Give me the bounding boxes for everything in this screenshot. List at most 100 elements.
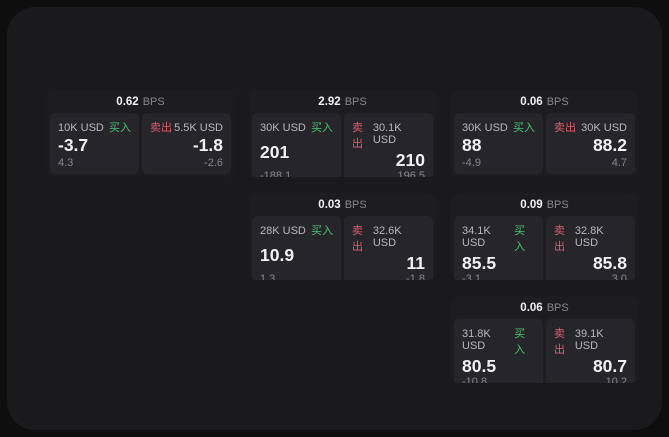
- sell-delta: 196.5: [397, 170, 425, 177]
- buy-amount: 30K USD: [260, 122, 306, 134]
- bps-unit-label: BPS: [344, 95, 367, 108]
- buy-tile[interactable]: 34.1K USD 买入 85.5 -3.1: [454, 216, 543, 280]
- card-header: 0.06 BPS: [451, 296, 638, 319]
- card-body: 31.8K USD 买入 80.5 -10.8 卖出 39.1K USD 80.…: [451, 319, 638, 383]
- buy-delta: -10.8: [462, 376, 488, 383]
- card-body: 34.1K USD 买入 85.5 -3.1 卖出 32.8K USD 85.8…: [451, 216, 638, 280]
- card-header: 2.92 BPS: [249, 90, 436, 113]
- sell-tile-labels: 卖出 39.1K USD: [554, 325, 627, 357]
- sell-side-label: 卖出: [554, 225, 565, 253]
- sell-tile-labels: 卖出 30K USD: [554, 119, 627, 135]
- buy-price: 85.5: [462, 253, 497, 273]
- card-header: 0.06 BPS: [451, 90, 638, 113]
- buy-price: 88: [462, 135, 482, 156]
- sell-amount: 30K USD: [581, 122, 627, 134]
- sell-delta: 10.2: [605, 376, 627, 383]
- sell-price: 88.2: [592, 135, 627, 156]
- sell-price: -1.8: [192, 135, 223, 156]
- buy-side-label: 买入: [109, 122, 131, 134]
- buy-price: 10.9: [260, 245, 295, 265]
- sell-tile[interactable]: 卖出 30K USD 88.2 4.7: [546, 113, 635, 174]
- buy-delta: 4.3: [58, 157, 74, 169]
- buy-side-label: 买入: [514, 328, 526, 356]
- main-panel: 0.62 BPS 10K USD 买入 -3.7 4.3 卖出 5.5K USD…: [7, 7, 662, 430]
- sell-side-label: 卖出: [352, 122, 363, 150]
- sell-tile-labels: 卖出 32.6K USD: [352, 222, 425, 254]
- bps-unit-label: BPS: [546, 198, 569, 211]
- buy-price: 201: [260, 142, 290, 162]
- sell-amount: 39.1K USD: [574, 328, 604, 352]
- buy-tile[interactable]: 10K USD 买入 -3.7 4.3: [50, 113, 139, 174]
- buy-side-label: 买入: [513, 122, 535, 134]
- sell-side-label: 卖出: [352, 225, 363, 253]
- bps-value: 0.09: [520, 198, 543, 211]
- sell-side-label: 卖出: [150, 122, 172, 134]
- bps-value: 0.62: [116, 95, 139, 108]
- sell-delta: 3.0: [611, 273, 627, 280]
- buy-tile-labels: 10K USD 买入: [58, 119, 131, 135]
- bps-unit-label: BPS: [344, 198, 367, 211]
- buy-delta: -3.1: [462, 273, 481, 280]
- buy-side-label: 买入: [311, 122, 333, 134]
- buy-tile-labels: 30K USD 买入: [260, 119, 333, 135]
- buy-tile[interactable]: 30K USD 买入 88 -4.9: [454, 113, 543, 174]
- quote-card: 2.92 BPS 30K USD 买入 201 -188.1 卖出 30.1K …: [249, 90, 436, 177]
- buy-tile[interactable]: 31.8K USD 买入 80.5 -10.8: [454, 319, 543, 383]
- sell-price: 11: [406, 253, 426, 273]
- sell-tile[interactable]: 卖出 5.5K USD -1.8 -2.6: [142, 113, 231, 174]
- quote-card: 0.03 BPS 28K USD 买入 10.9 1.3 卖出 32.6K US…: [249, 193, 436, 280]
- sell-tile[interactable]: 卖出 39.1K USD 80.7 10.2: [546, 319, 635, 383]
- quote-card: 0.06 BPS 30K USD 买入 88 -4.9 卖出 30K USD 8…: [451, 90, 638, 177]
- sell-amount: 30.1K USD: [372, 122, 402, 146]
- quote-card: 0.62 BPS 10K USD 买入 -3.7 4.3 卖出 5.5K USD…: [47, 90, 234, 177]
- sell-tile[interactable]: 卖出 30.1K USD 210 196.5: [344, 113, 433, 177]
- buy-delta: -4.9: [462, 157, 481, 169]
- buy-amount: 28K USD: [260, 225, 306, 237]
- card-body: 10K USD 买入 -3.7 4.3 卖出 5.5K USD -1.8 -2.…: [47, 113, 234, 177]
- sell-tile[interactable]: 卖出 32.8K USD 85.8 3.0: [546, 216, 635, 280]
- buy-tile-labels: 30K USD 买入: [462, 119, 535, 135]
- bps-value: 0.06: [520, 95, 543, 108]
- buy-delta: -188.1: [260, 170, 292, 177]
- bps-unit-label: BPS: [142, 95, 165, 108]
- sell-side-label: 卖出: [554, 122, 576, 134]
- sell-delta: 4.7: [611, 157, 627, 169]
- sell-amount: 5.5K USD: [174, 122, 223, 134]
- card-body: 30K USD 买入 88 -4.9 卖出 30K USD 88.2 4.7: [451, 113, 638, 177]
- sell-amount: 32.6K USD: [372, 225, 402, 249]
- buy-side-label: 买入: [311, 225, 333, 237]
- buy-amount: 31.8K USD: [462, 328, 491, 352]
- bps-unit-label: BPS: [546, 301, 569, 314]
- sell-tile-labels: 卖出 5.5K USD: [150, 119, 223, 135]
- bps-unit-label: BPS: [546, 95, 569, 108]
- bps-value: 2.92: [318, 95, 341, 108]
- card-header: 0.09 BPS: [451, 193, 638, 216]
- sell-tile-labels: 卖出 30.1K USD: [352, 119, 425, 151]
- buy-price: 80.5: [462, 356, 497, 376]
- buy-tile[interactable]: 30K USD 买入 201 -188.1: [252, 113, 341, 177]
- sell-price: 80.7: [592, 356, 627, 376]
- buy-tile[interactable]: 28K USD 买入 10.9 1.3: [252, 216, 341, 280]
- bps-value: 0.06: [520, 301, 543, 314]
- bps-value: 0.03: [318, 198, 341, 211]
- sell-delta: -1.8: [406, 273, 425, 280]
- sell-tile[interactable]: 卖出 32.6K USD 11 -1.8: [344, 216, 433, 280]
- buy-side-label: 买入: [514, 225, 526, 253]
- card-header: 0.62 BPS: [47, 90, 234, 113]
- sell-side-label: 卖出: [554, 328, 565, 356]
- sell-tile-labels: 卖出 32.8K USD: [554, 222, 627, 254]
- sell-price: 210: [395, 150, 425, 170]
- buy-price: -3.7: [58, 135, 89, 156]
- card-header: 0.03 BPS: [249, 193, 436, 216]
- quote-card: 0.06 BPS 31.8K USD 买入 80.5 -10.8 卖出 39.1…: [451, 296, 638, 383]
- buy-tile-labels: 34.1K USD 买入: [462, 222, 535, 254]
- card-body: 30K USD 买入 201 -188.1 卖出 30.1K USD 210 1…: [249, 113, 436, 177]
- buy-tile-labels: 28K USD 买入: [260, 222, 333, 238]
- buy-delta: 1.3: [260, 273, 276, 280]
- buy-amount: 34.1K USD: [462, 225, 491, 249]
- buy-amount: 10K USD: [58, 122, 104, 134]
- cards-grid: 0.62 BPS 10K USD 买入 -3.7 4.3 卖出 5.5K USD…: [47, 90, 638, 383]
- buy-amount: 30K USD: [462, 122, 508, 134]
- buy-tile-labels: 31.8K USD 买入: [462, 325, 535, 357]
- sell-amount: 32.8K USD: [574, 225, 604, 249]
